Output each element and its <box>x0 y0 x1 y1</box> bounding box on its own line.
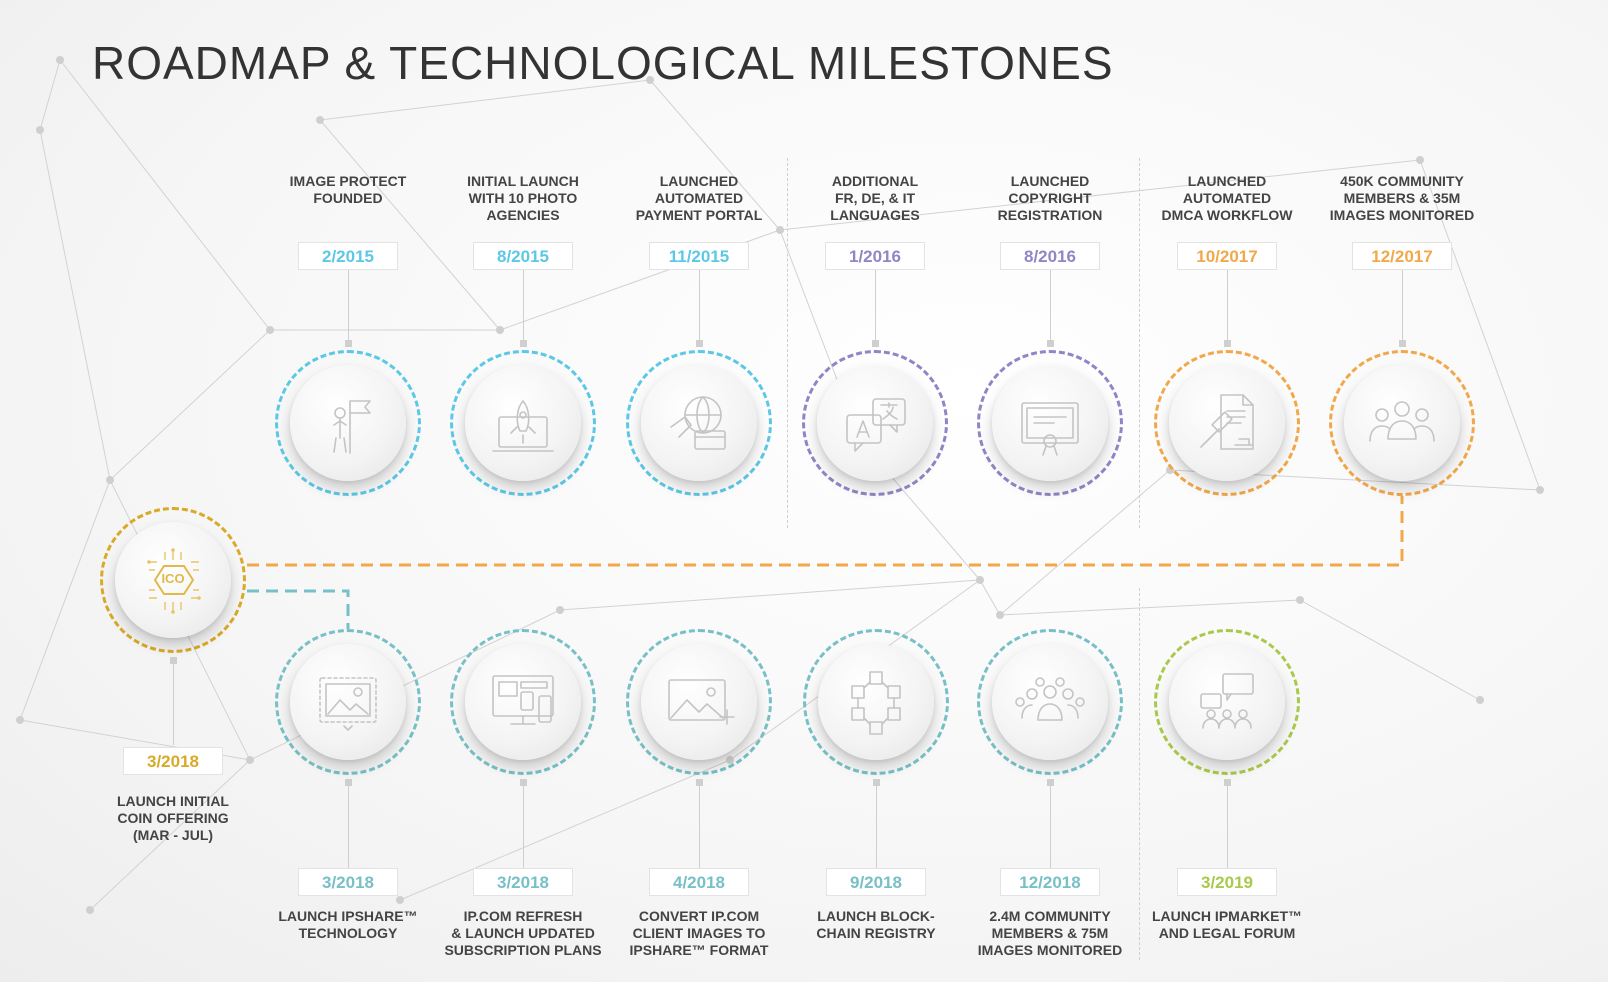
milestone-ring <box>100 507 246 653</box>
milestone-date: 8/2016 <box>1000 242 1100 270</box>
milestone-ring <box>626 350 772 496</box>
milestone-stem <box>1050 781 1051 868</box>
milestone-label: INITIAL LAUNCH WITH 10 PHOTO AGENCIES <box>467 173 579 223</box>
milestone-ring <box>1154 350 1300 496</box>
community-group-icon <box>1344 365 1460 481</box>
milestone-label: 450K COMMUNITY MEMBERS & 35M IMAGES MONI… <box>1329 173 1475 223</box>
milestone-ring <box>977 629 1123 775</box>
milestone-stem-dot <box>520 340 527 347</box>
milestone-label: LAUNCHED AUTOMATED DMCA WORKFLOW <box>1161 173 1293 223</box>
milestone-stem-dot <box>1224 779 1231 786</box>
milestone-stem-dot <box>520 779 527 786</box>
milestone-stem <box>348 781 349 868</box>
milestone-ring <box>802 350 948 496</box>
image-frame-icon <box>290 644 406 760</box>
milestone-stem-dot <box>170 657 177 664</box>
milestone-stem <box>699 781 700 868</box>
milestone-date: 10/2017 <box>1177 242 1277 270</box>
milestone-ring <box>626 629 772 775</box>
milestone-date: 1/2016 <box>825 242 925 270</box>
milestone-label: LAUNCH IPSHARE™ TECHNOLOGY <box>278 908 418 941</box>
globe-card-icon <box>641 365 757 481</box>
milestone-ring <box>1154 629 1300 775</box>
milestone-ring <box>275 629 421 775</box>
milestone-stem-dot <box>1399 340 1406 347</box>
milestone-stem-dot <box>696 779 703 786</box>
milestone-ring <box>450 629 596 775</box>
milestone-stem <box>1227 270 1228 344</box>
year-divider-2019 <box>1139 588 1140 960</box>
milestone-stem <box>1227 781 1228 868</box>
milestone-ring <box>803 629 949 775</box>
milestone-label: IP.COM REFRESH & LAUNCH UPDATED SUBSCRIP… <box>444 908 602 958</box>
blockchain-icon <box>818 644 934 760</box>
milestone-ring <box>977 350 1123 496</box>
milestone-date: 2/2015 <box>298 242 398 270</box>
milestone-label: LAUNCH IPMARKET™ AND LEGAL FORUM <box>1151 908 1303 941</box>
milestone-stem <box>173 661 174 745</box>
milestone-ring <box>450 350 596 496</box>
milestone-date: 3/2018 <box>473 868 573 896</box>
milestone-date: 3/2018 <box>123 747 223 775</box>
milestone-date: 12/2018 <box>1000 868 1100 896</box>
forum-icon <box>1169 644 1285 760</box>
milestone-date: 11/2015 <box>649 242 749 270</box>
milestone-label: ADDITIONAL FR, DE, & IT LANGUAGES <box>830 173 920 223</box>
milestone-date: 4/2018 <box>649 868 749 896</box>
milestone-stem <box>523 781 524 868</box>
milestone-stem-dot <box>345 340 352 347</box>
milestone-stem <box>523 270 524 344</box>
milestone-stem <box>348 270 349 344</box>
milestone-stem <box>699 270 700 344</box>
milestone-label: LAUNCH INITIAL COIN OFFERING (MAR - JUL) <box>117 793 229 843</box>
ico-chip-label: ICO <box>161 571 185 586</box>
milestone-label: LAUNCHED COPYRIGHT REGISTRATION <box>997 173 1103 223</box>
milestone-stem-dot <box>873 779 880 786</box>
milestone-label: 2.4M COMMUNITY MEMBERS & 75M IMAGES MONI… <box>977 908 1123 958</box>
milestone-stem-dot <box>1224 340 1231 347</box>
person-flag-icon <box>290 365 406 481</box>
milestone-date: 3/2019 <box>1177 868 1277 896</box>
milestone-stem <box>1050 270 1051 344</box>
milestone-label: LAUNCH BLOCK- CHAIN REGISTRY <box>816 908 936 941</box>
gavel-document-icon <box>1169 365 1285 481</box>
milestone-stem-dot <box>345 779 352 786</box>
milestone-stem-dot <box>872 340 879 347</box>
year-divider-2017 <box>1139 158 1140 528</box>
milestone-stem <box>875 270 876 344</box>
certificate-icon <box>992 365 1108 481</box>
translate-bubbles-icon <box>817 365 933 481</box>
milestone-date: 8/2015 <box>473 242 573 270</box>
ico-chip-icon: ICO <box>115 522 231 638</box>
milestone-stem-dot <box>1047 340 1054 347</box>
milestone-date: 12/2017 <box>1352 242 1452 270</box>
milestone-stem-dot <box>696 340 703 347</box>
milestone-date: 3/2018 <box>298 868 398 896</box>
milestone-stem <box>1402 270 1403 344</box>
image-add-icon <box>641 644 757 760</box>
devices-icon <box>465 644 581 760</box>
milestone-label: IMAGE PROTECT FOUNDED <box>289 173 407 206</box>
milestone-stem <box>876 781 877 868</box>
rocket-laptop-icon <box>465 365 581 481</box>
milestone-label: LAUNCHED AUTOMATED PAYMENT PORTAL <box>635 173 763 223</box>
milestone-stem-dot <box>1047 779 1054 786</box>
milestone-ring <box>1329 350 1475 496</box>
milestone-label: CONVERT IP.COM CLIENT IMAGES TO IPSHARE™… <box>629 908 769 958</box>
milestone-date: 9/2018 <box>826 868 926 896</box>
milestone-ring <box>275 350 421 496</box>
page-title: ROADMAP & TECHNOLOGICAL MILESTONES <box>92 37 1114 89</box>
year-divider-2016 <box>787 158 788 528</box>
large-community-icon <box>992 644 1108 760</box>
